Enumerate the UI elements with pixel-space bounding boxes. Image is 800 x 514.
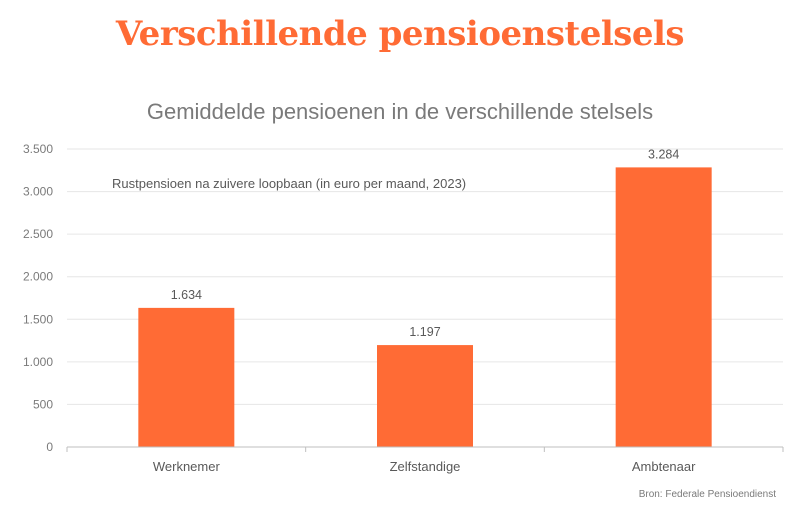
x-tick-label: Zelfstandige	[390, 459, 461, 474]
data-labels: 1.634 1.197 3.284	[171, 147, 680, 339]
bar-ambtenaar	[615, 167, 712, 447]
y-tick-label: 1.000	[23, 355, 53, 369]
y-axis-ticks: 0 500 1.000 1.500 2.000 2.500 3.000 3.500	[23, 142, 53, 454]
y-tick-label: 1.500	[23, 312, 53, 326]
data-label: 1.197	[409, 325, 440, 339]
y-tick-label: 500	[33, 397, 53, 411]
y-tick-label: 2.000	[23, 270, 53, 284]
y-tick-label: 0	[46, 440, 53, 454]
y-tick-label: 2.500	[23, 227, 53, 241]
data-label: 1.634	[171, 288, 202, 302]
y-tick-label: 3.000	[23, 185, 53, 199]
data-label: 3.284	[648, 147, 679, 161]
bar-zelfstandige	[377, 345, 473, 447]
chart-title: Gemiddelde pensioenen in de verschillend…	[146, 99, 654, 124]
x-axis: Werknemer Zelfstandige Ambtenaar	[66, 446, 784, 474]
chart-subtitle: Rustpensioen na zuivere loopbaan (in eur…	[112, 176, 467, 191]
header-band	[0, 0, 800, 88]
page-headline: Verschillende pensioenstelsels	[115, 14, 685, 54]
source-note: Bron: Federale Pensioendienst	[638, 489, 776, 500]
x-tick-label: Ambtenaar	[632, 459, 696, 474]
bar-werknemer	[138, 307, 235, 447]
x-tick-label: Werknemer	[153, 459, 221, 474]
y-tick-label: 3.500	[23, 142, 53, 156]
bars	[138, 167, 712, 447]
